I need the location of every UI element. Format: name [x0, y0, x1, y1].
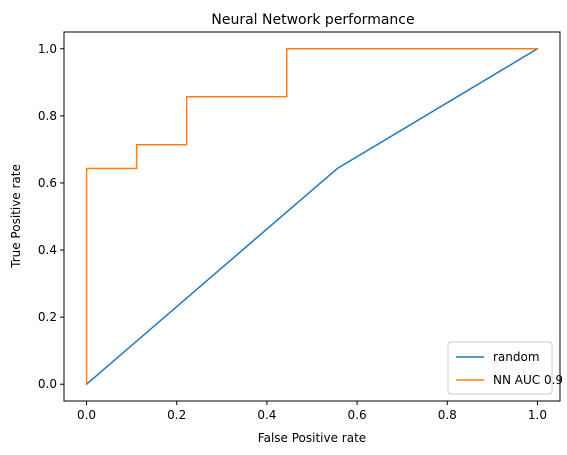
x-tick-label: 0.8 [438, 408, 457, 422]
x-tick-label: 0.2 [167, 408, 186, 422]
y-tick-label: 1.0 [38, 42, 57, 56]
series-line-nn [85, 48, 539, 385]
x-tick-label: 0.6 [348, 408, 367, 422]
chart-title: Neural Network performance [211, 12, 414, 28]
axis-ticks: 0.0 0.2 0.4 0.6 0.8 1.0 0.0 0.2 0.4 0.6 0.8 1.0 [38, 42, 547, 422]
series-line-random [85, 47, 539, 386]
x-axis-title: False Positive rate [258, 431, 366, 445]
x-tick-label: 0.4 [257, 408, 276, 422]
y-tick-label: 0.0 [38, 377, 57, 391]
y-tick-label: 0.8 [38, 109, 57, 123]
y-tick-label: 0.6 [38, 176, 57, 190]
y-tick-label: 0.2 [38, 310, 57, 324]
legend-label-random: random [493, 350, 540, 364]
legend-box [447, 341, 553, 395]
y-tick-label: 0.4 [38, 243, 57, 257]
y-axis-title: True Positive rate [9, 164, 23, 269]
legend-label-nn: NN AUC 0.9 [493, 373, 563, 387]
x-tick-label: 0.0 [77, 408, 96, 422]
series-lines [85, 47, 539, 386]
plot-area [64, 32, 560, 401]
legend: random NN AUC 0.9 [447, 341, 563, 395]
x-tick-label: 1.0 [528, 408, 547, 422]
plot-frame [63, 31, 561, 402]
